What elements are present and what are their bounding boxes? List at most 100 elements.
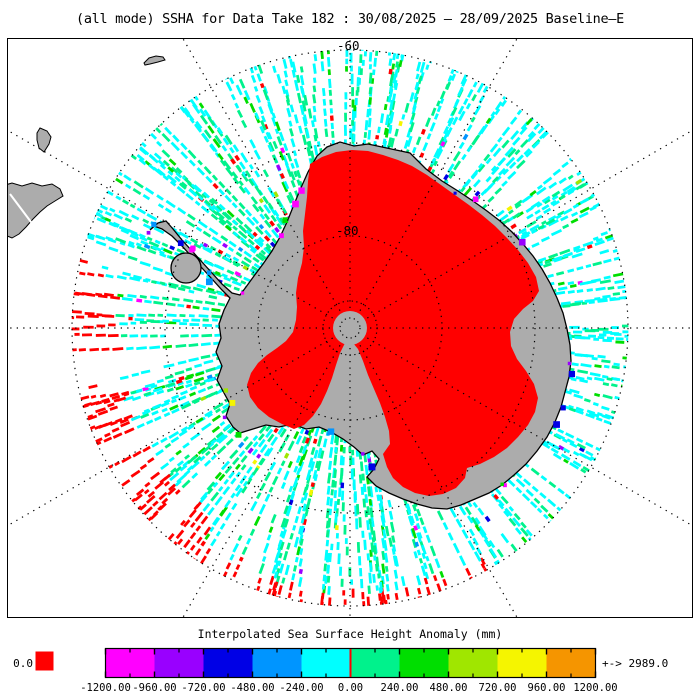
- swath-dash: [312, 63, 317, 74]
- swath-dash: [222, 242, 228, 249]
- swath-dash: [104, 217, 112, 223]
- swath-dash: [593, 392, 601, 397]
- swath-dash: [219, 509, 225, 517]
- swath-dash: [202, 246, 213, 254]
- swath-dash: [577, 369, 589, 375]
- swath-dash: [391, 63, 396, 70]
- swath-dash: [144, 299, 152, 304]
- swath-dash: [526, 132, 537, 143]
- swath-dash: [284, 564, 290, 576]
- swath-dash: [576, 171, 582, 177]
- swath-dash: [170, 436, 180, 444]
- swath-dash: [270, 513, 277, 524]
- swath-dash: [195, 299, 203, 304]
- swath-dash: [576, 266, 584, 271]
- swath-dash: [241, 546, 248, 555]
- swath-dash: [225, 188, 232, 196]
- swath-dash: [235, 487, 244, 498]
- swath-dash: [139, 463, 148, 470]
- swath-dash: [561, 161, 569, 169]
- swath-dash: [205, 367, 216, 373]
- swath-dash: [200, 205, 210, 214]
- swath-dash: [471, 93, 477, 102]
- swath-dash: [188, 188, 198, 197]
- swath-dash: [614, 395, 620, 400]
- swath-dash: [419, 61, 426, 74]
- swath-dash: [129, 234, 140, 241]
- swath-dash: [180, 426, 189, 433]
- swath-dash: [428, 563, 435, 575]
- swath-dash: [104, 432, 111, 438]
- swath-dash: [366, 553, 370, 561]
- swath-dash: [462, 133, 469, 141]
- swath-dash: [116, 275, 127, 280]
- swath-dash: [197, 195, 204, 202]
- swath-dash: [543, 207, 552, 214]
- underflow-swatch: [35, 651, 54, 671]
- swath-dash: [388, 68, 393, 75]
- swath-dash: [109, 207, 116, 213]
- swath-dash: [268, 141, 275, 152]
- swath-dash: [333, 469, 337, 478]
- swath-dash: [319, 450, 325, 459]
- swath-dash: [143, 243, 151, 250]
- swath-dash: [240, 239, 251, 249]
- swath-dash: [601, 359, 611, 364]
- swath-dash: [154, 480, 165, 490]
- swath-dash: [328, 460, 333, 470]
- swath-dash: [422, 142, 429, 152]
- swath-dash: [312, 105, 317, 113]
- swath-dash: [192, 286, 203, 292]
- swath-dash: [377, 126, 381, 134]
- swath-dash: [394, 581, 399, 591]
- swath-dash: [203, 359, 214, 365]
- coast-speck: [229, 399, 236, 406]
- swath-dash: [90, 394, 97, 399]
- swath-dash: [425, 586, 431, 596]
- swath-dash: [188, 343, 199, 347]
- swath-dash: [527, 537, 532, 541]
- swath-dash: [375, 134, 380, 140]
- swath-dash: [484, 515, 491, 523]
- swath-dash: [194, 363, 203, 369]
- swath-dash: [411, 504, 417, 512]
- swath-dash: [452, 116, 459, 126]
- swath-dash: [305, 469, 312, 481]
- swath-dash: [269, 241, 276, 248]
- colorbar-tick-label: -960.00: [132, 682, 176, 694]
- swath-dash: [206, 385, 214, 390]
- coast-speck: [222, 415, 227, 420]
- swath-dash: [231, 202, 238, 209]
- swath-dash: [185, 220, 196, 228]
- swath-dash: [249, 247, 257, 254]
- swath-dash: [578, 211, 589, 219]
- swath-dash: [281, 577, 286, 584]
- swath-dash: [217, 249, 224, 255]
- swath-dash: [127, 228, 138, 236]
- swath-dash: [257, 64, 264, 75]
- swath-dash: [558, 177, 567, 185]
- swath-dash: [530, 201, 541, 209]
- colorbar-tick-label: 960.00: [528, 682, 566, 694]
- swath-dash: [188, 159, 196, 167]
- swath-dash: [515, 486, 523, 494]
- colorbar-tick-label: 240.00: [381, 682, 419, 694]
- swath-dash: [201, 333, 213, 338]
- swath-dash: [121, 297, 133, 302]
- swath-dash: [122, 199, 130, 205]
- swath-dash: [181, 479, 191, 489]
- coast-speck: [560, 405, 566, 411]
- swath-dash: [119, 375, 129, 381]
- coast-speck: [326, 432, 330, 436]
- swath-dash: [518, 227, 527, 235]
- swath-dash: [589, 205, 597, 212]
- swath-dash: [189, 385, 198, 391]
- swath-dash: [425, 64, 430, 71]
- swath-dash: [458, 555, 467, 567]
- swath-dash: [368, 532, 372, 540]
- swath-dash: [364, 510, 368, 518]
- swath-dash: [432, 575, 438, 582]
- swath-dash: [570, 218, 579, 224]
